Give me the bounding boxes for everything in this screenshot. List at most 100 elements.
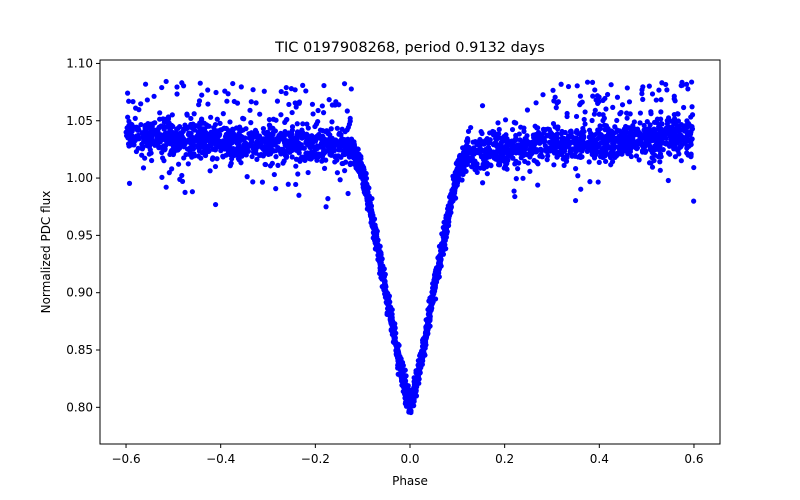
- data-point: [347, 161, 353, 168]
- data-point: [130, 99, 136, 105]
- x-axis-label: Phase: [392, 474, 428, 488]
- data-point: [420, 343, 426, 350]
- x-tick-label: 0.2: [495, 452, 514, 466]
- data-point: [575, 147, 581, 153]
- data-point: [214, 156, 220, 162]
- data-point: [315, 151, 321, 157]
- data-point: [225, 140, 231, 147]
- data-point: [286, 101, 292, 108]
- y-tick-label: 0.80: [66, 400, 93, 414]
- data-point: [325, 196, 331, 202]
- data-point: [520, 175, 526, 181]
- data-point: [671, 96, 677, 102]
- data-point: [174, 84, 180, 90]
- data-point: [230, 80, 236, 87]
- data-point: [624, 85, 630, 91]
- data-point: [574, 83, 580, 89]
- data-point: [396, 356, 402, 362]
- data-point: [614, 94, 621, 100]
- data-point: [255, 136, 261, 142]
- data-point: [346, 140, 353, 146]
- data-point: [552, 132, 559, 138]
- data-point: [575, 173, 581, 179]
- data-point: [532, 123, 538, 129]
- data-point: [474, 164, 480, 171]
- data-point: [513, 120, 519, 126]
- data-point: [248, 99, 254, 105]
- data-point: [142, 155, 148, 161]
- data-point: [625, 141, 631, 147]
- data-point: [400, 362, 406, 369]
- data-point: [558, 81, 564, 87]
- data-point: [261, 129, 267, 135]
- data-point: [389, 331, 395, 338]
- data-point: [293, 156, 300, 162]
- data-point: [177, 176, 183, 182]
- data-point: [535, 182, 541, 188]
- data-point: [278, 88, 284, 95]
- data-point: [283, 90, 289, 96]
- y-tick-label: 1.10: [66, 56, 93, 70]
- data-point: [273, 154, 279, 160]
- data-point: [288, 143, 294, 149]
- data-point: [328, 151, 334, 157]
- data-point: [320, 133, 326, 139]
- data-point: [444, 231, 450, 237]
- data-point: [313, 146, 319, 152]
- data-point: [361, 186, 367, 193]
- data-point: [495, 120, 501, 126]
- data-point: [647, 127, 653, 134]
- data-point: [438, 247, 444, 254]
- data-point: [141, 139, 147, 145]
- data-point: [435, 264, 441, 270]
- data-point: [283, 117, 289, 123]
- data-point: [691, 164, 697, 171]
- data-point: [144, 97, 150, 103]
- data-point: [198, 128, 204, 134]
- data-point: [633, 153, 640, 159]
- data-point: [188, 115, 194, 122]
- data-point: [416, 365, 422, 371]
- data-point: [334, 170, 340, 176]
- data-point: [191, 151, 197, 157]
- data-point: [206, 148, 212, 154]
- data-point: [305, 169, 311, 176]
- data-point: [293, 181, 299, 188]
- data-point: [475, 147, 482, 153]
- data-point: [234, 100, 241, 106]
- data-point: [185, 124, 191, 131]
- data-point: [156, 125, 162, 131]
- data-point: [626, 99, 633, 105]
- data-point: [140, 134, 146, 140]
- data-point: [628, 135, 634, 141]
- data-point: [632, 132, 639, 138]
- data-point: [601, 138, 607, 144]
- data-point: [660, 147, 666, 153]
- data-point: [617, 141, 623, 148]
- data-point: [175, 161, 182, 167]
- data-point: [325, 141, 331, 148]
- data-point: [639, 91, 645, 97]
- data-point: [185, 131, 192, 138]
- data-point: [455, 170, 461, 176]
- data-point: [278, 112, 284, 118]
- data-point: [319, 103, 325, 109]
- x-axis: −0.6 −0.4 −0.2 0.0 0.2 0.4 0.6: [111, 444, 704, 466]
- data-point: [185, 161, 191, 167]
- data-point: [510, 141, 516, 147]
- data-point: [187, 146, 193, 153]
- data-point: [684, 118, 690, 124]
- data-point: [468, 148, 474, 155]
- data-point: [161, 126, 167, 132]
- data-point: [472, 139, 478, 145]
- data-point: [374, 241, 381, 248]
- data-point: [303, 150, 309, 156]
- data-point: [142, 130, 148, 136]
- data-point: [534, 137, 541, 143]
- data-point: [242, 135, 248, 141]
- data-point: [329, 119, 335, 125]
- data-point: [563, 143, 569, 149]
- data-point: [259, 179, 266, 185]
- data-point: [480, 180, 486, 186]
- data-point: [525, 160, 531, 166]
